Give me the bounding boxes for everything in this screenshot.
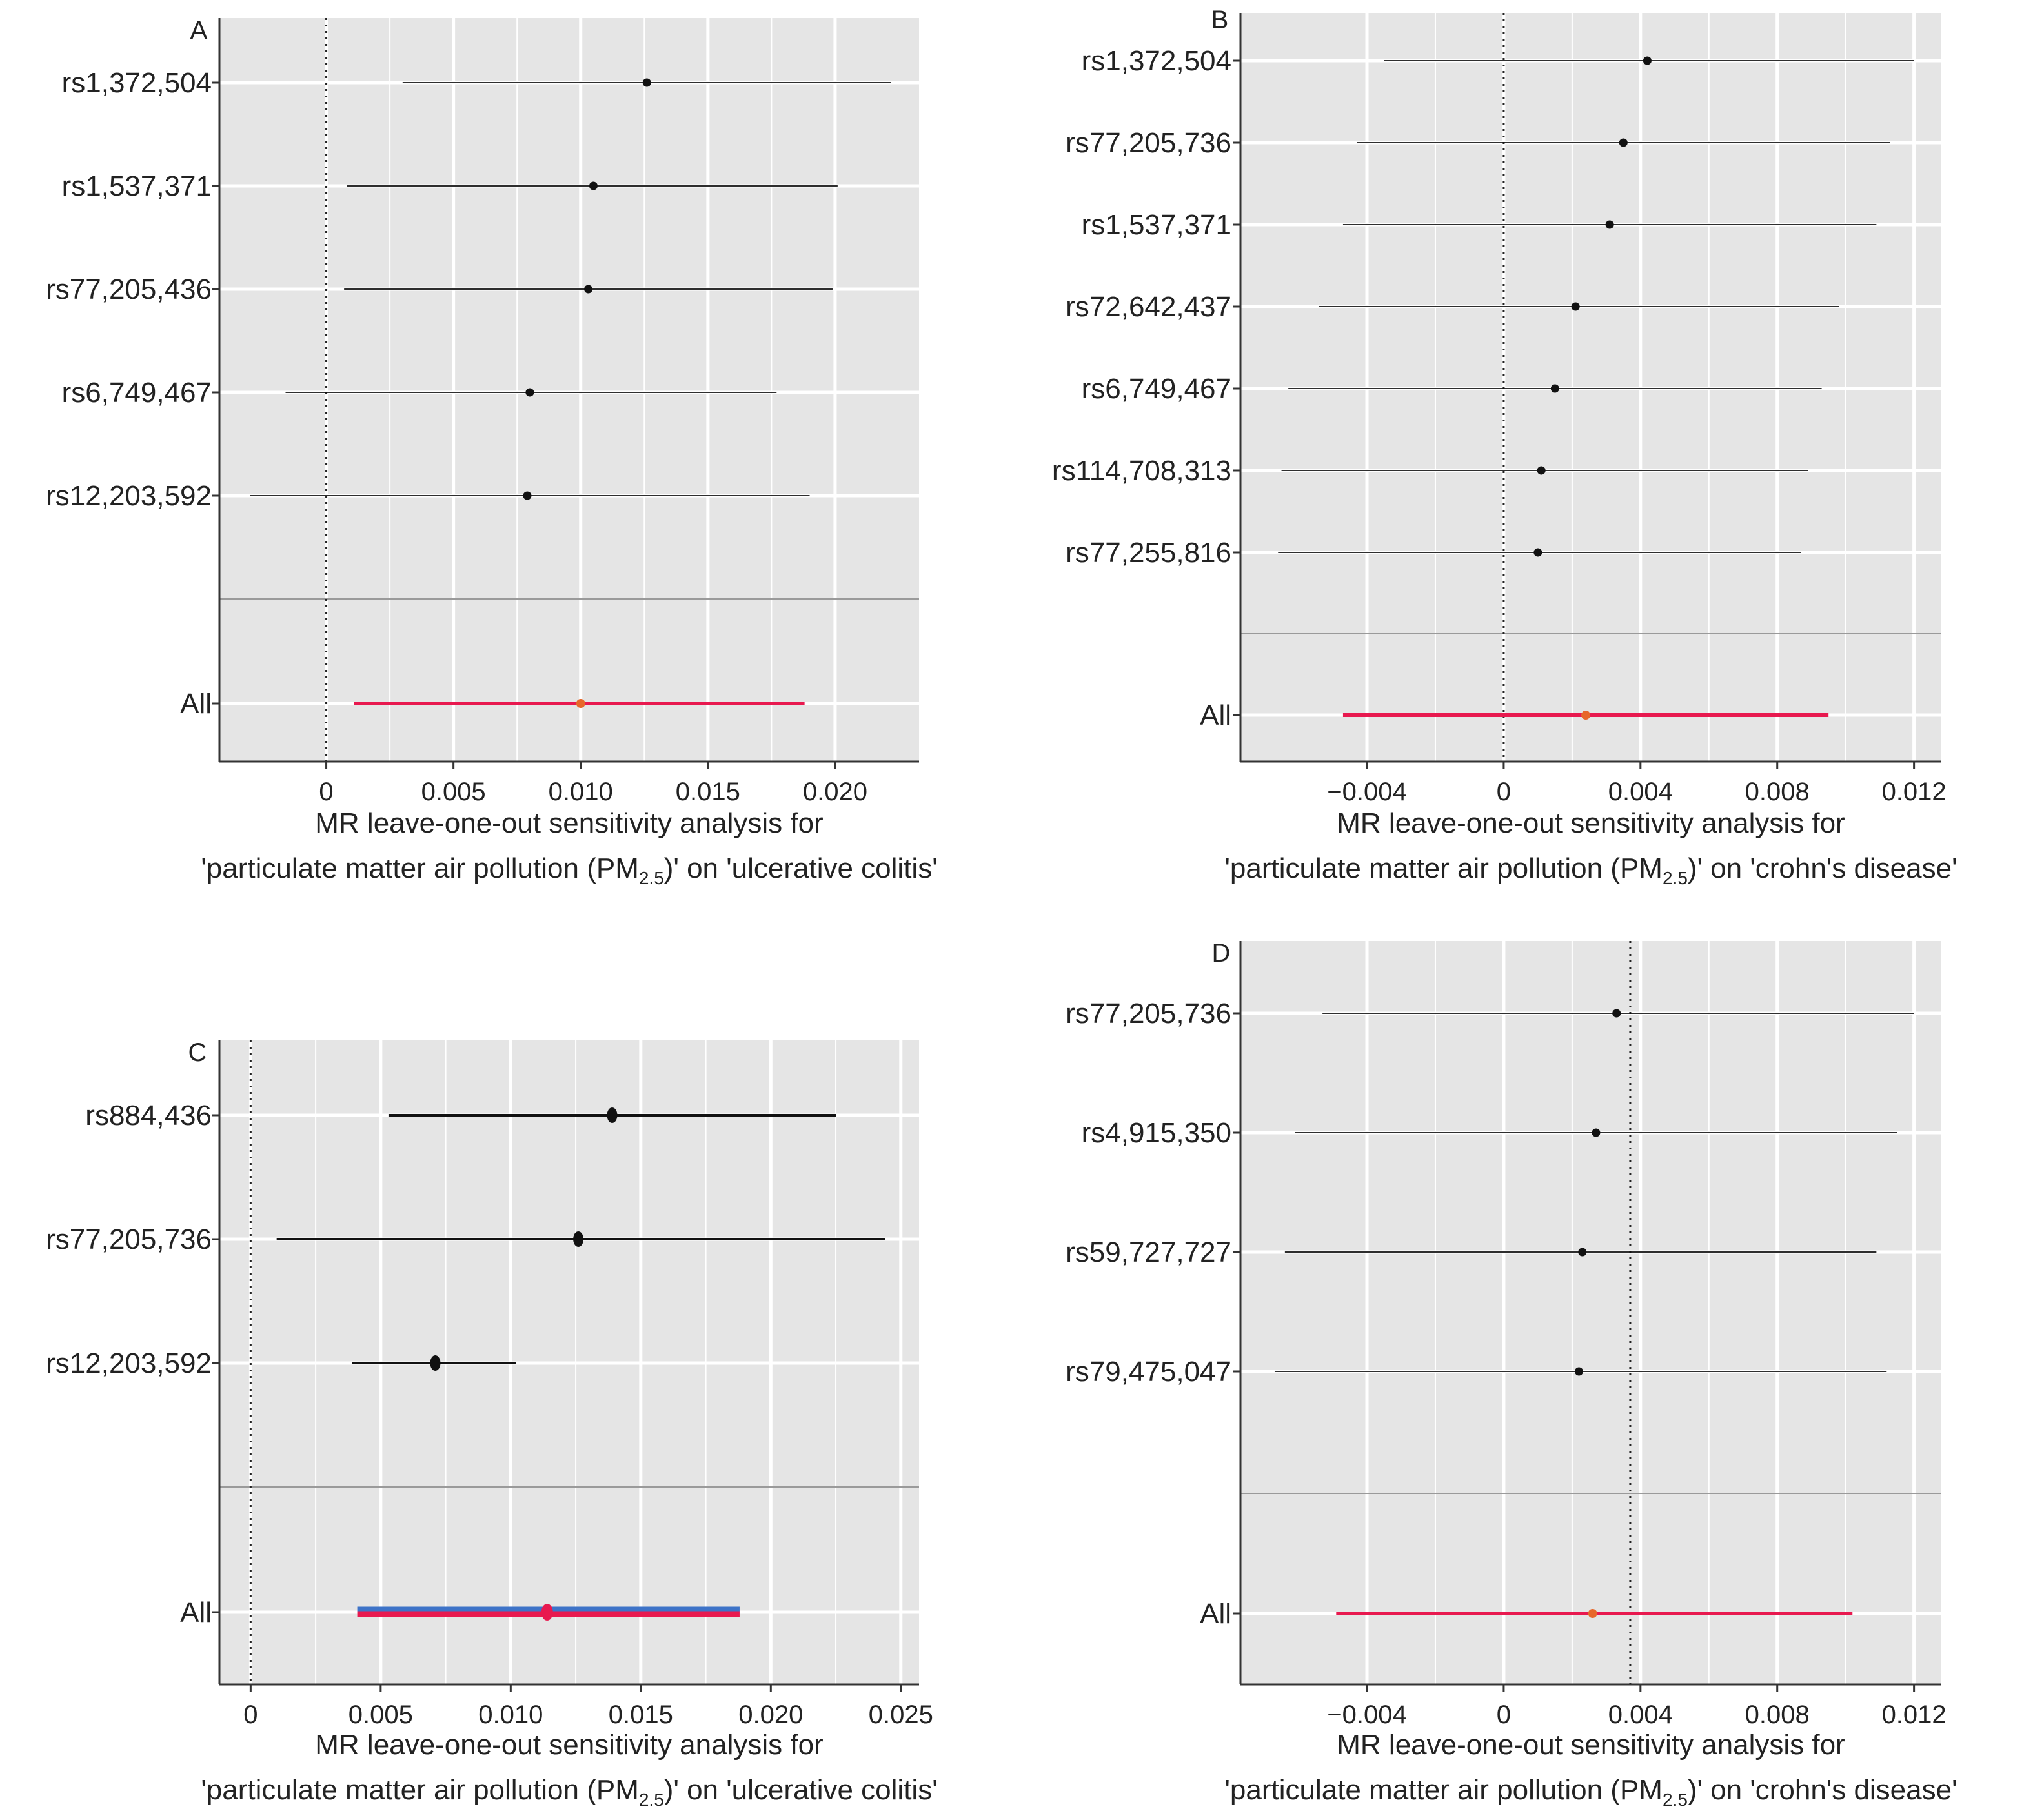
point-estimate xyxy=(1612,1009,1621,1018)
x-tick-label: 0 xyxy=(1497,1701,1511,1729)
panel-b: rs1,372,504 rs77,205,736 rs1,537,371 rs72,6… xyxy=(1052,6,1957,888)
snp-label: rs12,203,592 xyxy=(46,1348,212,1379)
plot-background xyxy=(1240,941,1941,1684)
point-estimate xyxy=(1537,466,1546,475)
x-tick-label: −0.004 xyxy=(1327,1701,1406,1729)
x-tick-label: 0.015 xyxy=(609,1701,673,1729)
x-tick-label: 0.005 xyxy=(349,1701,413,1729)
point-estimate xyxy=(1578,1248,1587,1257)
x-tick-label: 0.004 xyxy=(1608,778,1673,806)
axis-caption-line1: MR leave-one-out sensitivity analysis fo… xyxy=(1337,1729,1845,1761)
caption-text: )' on 'ulcerative colitis' xyxy=(664,1774,938,1806)
snp-label: rs59,727,727 xyxy=(1066,1237,1231,1268)
caption-text: )' on 'crohn's disease' xyxy=(1688,1774,1957,1806)
axis-caption-line1: MR leave-one-out sensitivity analysis fo… xyxy=(1337,807,1845,839)
point-estimate xyxy=(1533,548,1542,557)
point-estimate xyxy=(1592,1128,1601,1137)
caption-subscript: 2.5 xyxy=(1663,868,1688,888)
snp-label: rs6,749,467 xyxy=(1082,373,1231,405)
x-tick-label: 0.005 xyxy=(421,778,486,806)
panel-letter: D xyxy=(1212,939,1231,967)
caption-text: 'particulate matter air pollution (PM xyxy=(1225,1774,1663,1806)
snp-label: rs77,255,816 xyxy=(1066,537,1231,569)
point-estimate xyxy=(584,285,593,294)
overall-point xyxy=(576,699,585,708)
point-estimate xyxy=(589,181,598,190)
point-estimate xyxy=(642,78,651,87)
snp-label: rs77,205,736 xyxy=(1066,998,1231,1029)
snp-label: rs114,708,313 xyxy=(1052,455,1231,487)
snp-label: rs4,915,350 xyxy=(1082,1117,1231,1149)
caption-subscript: 2.5 xyxy=(639,868,664,888)
x-tick-label: 0.025 xyxy=(869,1701,933,1729)
axis-caption-line1: MR leave-one-out sensitivity analysis fo… xyxy=(315,807,823,839)
point-estimate xyxy=(1605,220,1614,229)
overall-label: All xyxy=(180,1597,212,1628)
snp-label: rs77,205,736 xyxy=(46,1224,212,1255)
snp-label: rs72,642,437 xyxy=(1066,291,1231,323)
overall-label: All xyxy=(1200,700,1231,731)
snp-label: rs1,537,371 xyxy=(62,170,212,202)
axis-caption-line1: MR leave-one-out sensitivity analysis fo… xyxy=(315,1729,823,1761)
x-tick-label: 0.010 xyxy=(478,1701,543,1729)
point-estimate xyxy=(523,491,532,500)
point-estimate xyxy=(1550,384,1559,393)
axis-caption-line2: 'particulate matter air pollution (PM2.5… xyxy=(1225,853,1957,888)
axis-caption-line2: 'particulate matter air pollution (PM2.5… xyxy=(201,853,937,888)
x-tick-label: 0.010 xyxy=(549,778,613,806)
caption-subscript: 2.5 xyxy=(639,1790,664,1810)
point-estimate xyxy=(525,388,534,397)
x-tick-label: 0.012 xyxy=(1882,778,1947,806)
snp-label: rs77,205,736 xyxy=(1066,127,1231,159)
point-estimate xyxy=(1643,56,1652,65)
x-tick-label: 0 xyxy=(319,778,333,806)
snp-label: rs1,372,504 xyxy=(62,67,212,99)
point-estimate xyxy=(430,1355,441,1371)
point-estimate xyxy=(1619,138,1628,147)
x-tick-label: 0 xyxy=(1497,778,1511,806)
panel-d: rs77,205,736 rs4,915,350 rs59,727,727 rs79,… xyxy=(1066,939,1957,1810)
point-estimate xyxy=(573,1231,584,1247)
overall-point xyxy=(1581,711,1591,720)
panel-a: rs1,372,504 rs1,537,371 rs77,205,436 rs6,74… xyxy=(46,16,937,888)
x-tick-label: 0.004 xyxy=(1608,1701,1673,1729)
overall-label: All xyxy=(1200,1598,1231,1630)
snp-label: rs12,203,592 xyxy=(46,480,212,512)
x-tick-label: 0.020 xyxy=(738,1701,803,1729)
x-tick-label: 0.012 xyxy=(1882,1701,1947,1729)
panel-letter: B xyxy=(1211,6,1229,34)
axis-caption-line2: 'particulate matter air pollution (PM2.5… xyxy=(201,1774,937,1810)
axis-caption-line2: 'particulate matter air pollution (PM2.5… xyxy=(1225,1774,1957,1810)
plot-background xyxy=(219,18,919,762)
snp-label: rs1,372,504 xyxy=(1082,45,1231,77)
x-tick-label: −0.004 xyxy=(1327,778,1406,806)
point-estimate xyxy=(607,1107,618,1123)
x-tick-label: 0 xyxy=(243,1701,258,1729)
overall-label: All xyxy=(180,688,212,720)
snp-label: rs1,537,371 xyxy=(1082,209,1231,241)
x-tick-label: 0.008 xyxy=(1745,778,1810,806)
overall-point xyxy=(1588,1609,1597,1618)
point-estimate xyxy=(1574,1367,1583,1376)
point-estimate xyxy=(1571,302,1580,311)
panel-letter: A xyxy=(190,16,208,45)
panel-letter: C xyxy=(188,1038,207,1067)
caption-text: 'particulate matter air pollution (PM xyxy=(201,853,638,884)
caption-subscript: 2.5 xyxy=(1663,1790,1688,1810)
x-tick-label: 0.020 xyxy=(803,778,867,806)
panel-c: rs884,436 rs77,205,736 rs12,203,592 All 0 0.0… xyxy=(46,1038,937,1810)
snp-label: rs79,475,047 xyxy=(1066,1356,1231,1388)
snp-label: rs884,436 xyxy=(85,1100,212,1131)
caption-text: )' on 'crohn's disease' xyxy=(1688,853,1957,884)
caption-text: )' on 'ulcerative colitis' xyxy=(664,853,938,884)
overall-point xyxy=(541,1604,553,1621)
x-tick-label: 0.015 xyxy=(676,778,740,806)
x-tick-label: 0.008 xyxy=(1745,1701,1810,1729)
snp-label: rs6,749,467 xyxy=(62,377,212,409)
snp-label: rs77,205,436 xyxy=(46,274,212,305)
caption-text: 'particulate matter air pollution (PM xyxy=(1225,853,1663,884)
caption-text: 'particulate matter air pollution (PM xyxy=(201,1774,638,1806)
